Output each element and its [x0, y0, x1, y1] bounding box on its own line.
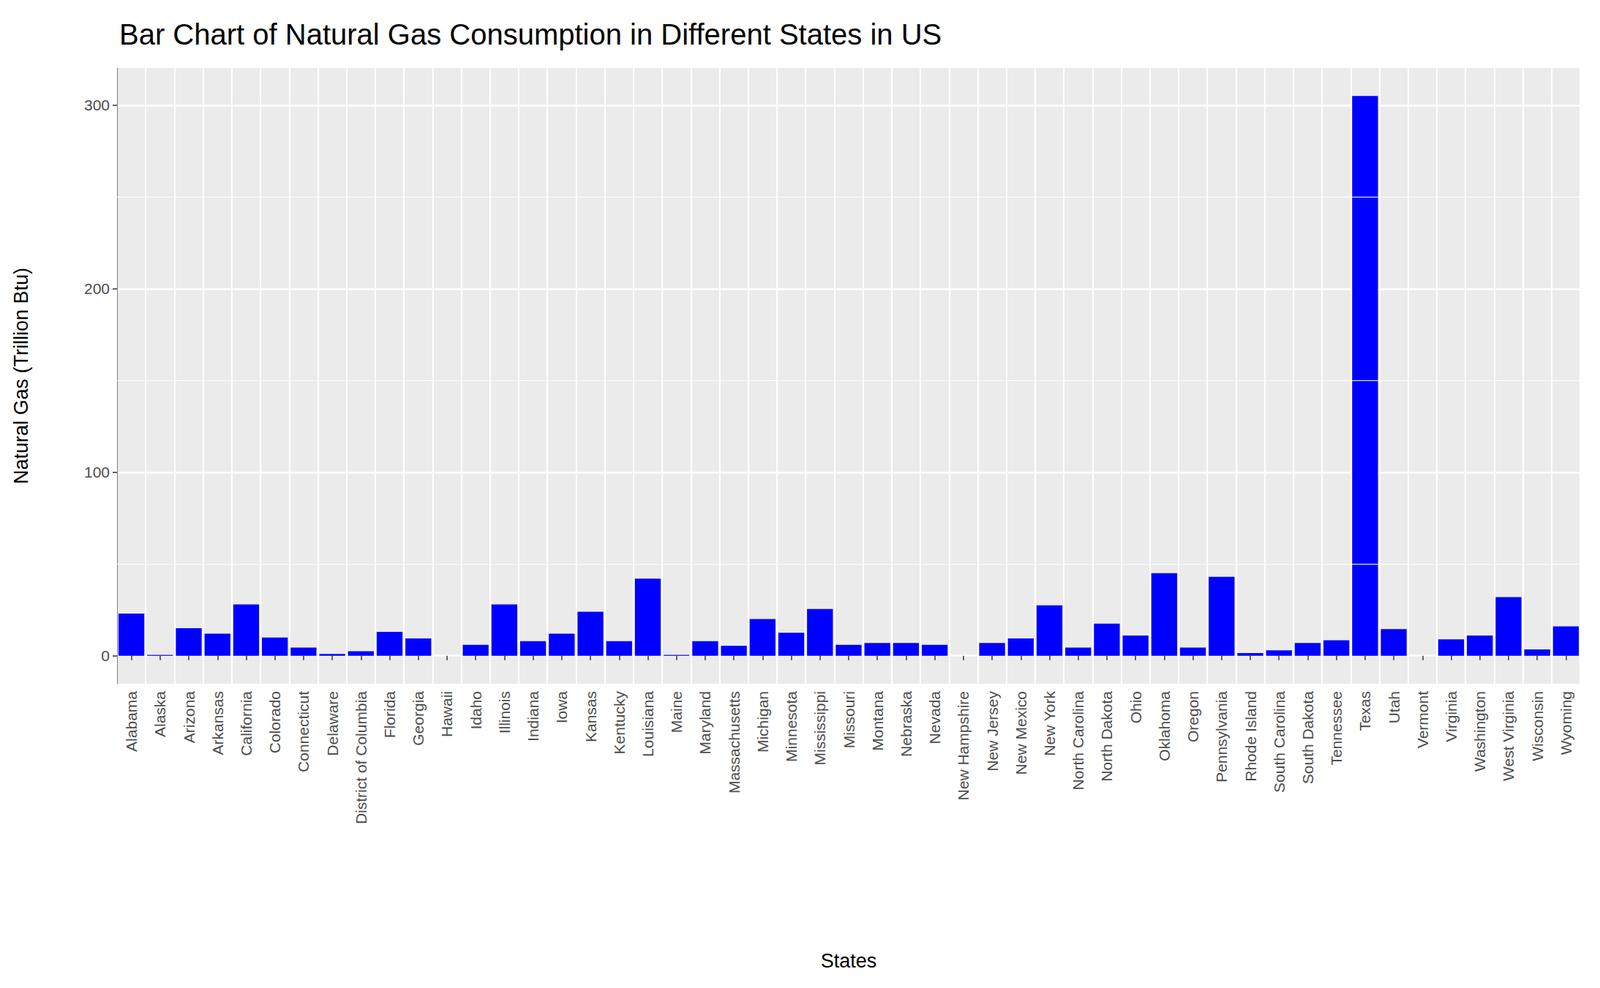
svg-text:Wisconsin: Wisconsin	[1529, 691, 1546, 762]
svg-text:Oregon: Oregon	[1184, 691, 1202, 743]
svg-text:Maine: Maine	[667, 691, 685, 734]
svg-text:New Jersey: New Jersey	[983, 691, 1001, 772]
svg-text:Mississippi: Mississippi	[811, 691, 829, 766]
svg-text:Natural Gas (Trillion Btu): Natural Gas (Trillion Btu)	[10, 267, 33, 485]
svg-text:Utah: Utah	[1385, 691, 1403, 724]
svg-text:0: 0	[100, 647, 110, 665]
svg-text:Minnesota: Minnesota	[782, 691, 800, 763]
svg-text:Nebraska: Nebraska	[897, 691, 915, 758]
svg-text:Massachusetts: Massachusetts	[725, 691, 743, 794]
svg-text:Hawaii: Hawaii	[438, 691, 456, 738]
svg-text:Nevada: Nevada	[926, 691, 944, 745]
svg-text:Virginia: Virginia	[1442, 691, 1460, 743]
svg-text:Wyoming: Wyoming	[1557, 691, 1575, 756]
svg-text:Colorado: Colorado	[266, 691, 284, 754]
svg-text:Alaska: Alaska	[151, 691, 169, 738]
svg-text:California: California	[237, 691, 255, 757]
svg-text:Texas: Texas	[1356, 691, 1374, 732]
svg-text:Georgia: Georgia	[409, 691, 427, 747]
svg-text:Rhode Island: Rhode Island	[1242, 691, 1260, 783]
svg-text:New York: New York	[1041, 691, 1058, 757]
svg-text:Washington: Washington	[1471, 691, 1489, 772]
svg-text:Iowa: Iowa	[553, 691, 570, 725]
svg-text:District of Columbia: District of Columbia	[352, 691, 370, 825]
svg-text:100: 100	[84, 463, 110, 481]
svg-text:Indiana: Indiana	[524, 691, 542, 742]
svg-text:Kansas: Kansas	[582, 691, 600, 743]
svg-text:300: 300	[84, 96, 110, 114]
svg-text:Maryland: Maryland	[696, 691, 714, 755]
svg-text:Pennsylvania: Pennsylvania	[1212, 691, 1230, 783]
svg-text:States: States	[820, 950, 878, 973]
svg-text:Florida: Florida	[381, 691, 398, 739]
svg-text:Michigan: Michigan	[754, 691, 772, 753]
svg-text:South Dakota: South Dakota	[1299, 691, 1317, 786]
svg-text:Delaware: Delaware	[324, 691, 341, 757]
svg-text:South Carolina: South Carolina	[1270, 691, 1288, 794]
svg-text:Kentucky: Kentucky	[610, 691, 628, 756]
svg-text:Idaho: Idaho	[467, 691, 485, 731]
svg-text:North Dakota: North Dakota	[1098, 691, 1115, 783]
svg-text:Ohio: Ohio	[1127, 691, 1145, 724]
svg-text:Bar Chart of Natural Gas Consu: Bar Chart of Natural Gas Consumption in …	[119, 18, 942, 51]
svg-text:New Mexico: New Mexico	[1012, 691, 1030, 775]
svg-text:New Hampshire: New Hampshire	[954, 691, 972, 801]
svg-text:North Carolina: North Carolina	[1069, 691, 1087, 791]
svg-text:Connecticut: Connecticut	[294, 691, 312, 773]
svg-text:Vermont: Vermont	[1414, 691, 1432, 749]
svg-text:Arkansas: Arkansas	[209, 691, 227, 756]
svg-text:Oklahoma: Oklahoma	[1155, 691, 1173, 762]
svg-text:West Virginia: West Virginia	[1499, 691, 1517, 782]
svg-text:Arizona: Arizona	[180, 691, 198, 745]
svg-text:Montana: Montana	[869, 691, 886, 752]
svg-text:Alabama: Alabama	[122, 691, 140, 753]
svg-text:Missouri: Missouri	[840, 691, 858, 749]
svg-text:200: 200	[84, 280, 110, 298]
svg-text:Louisiana: Louisiana	[639, 691, 657, 758]
svg-text:Illinois: Illinois	[496, 691, 513, 734]
svg-text:Tennessee: Tennessee	[1327, 691, 1345, 766]
